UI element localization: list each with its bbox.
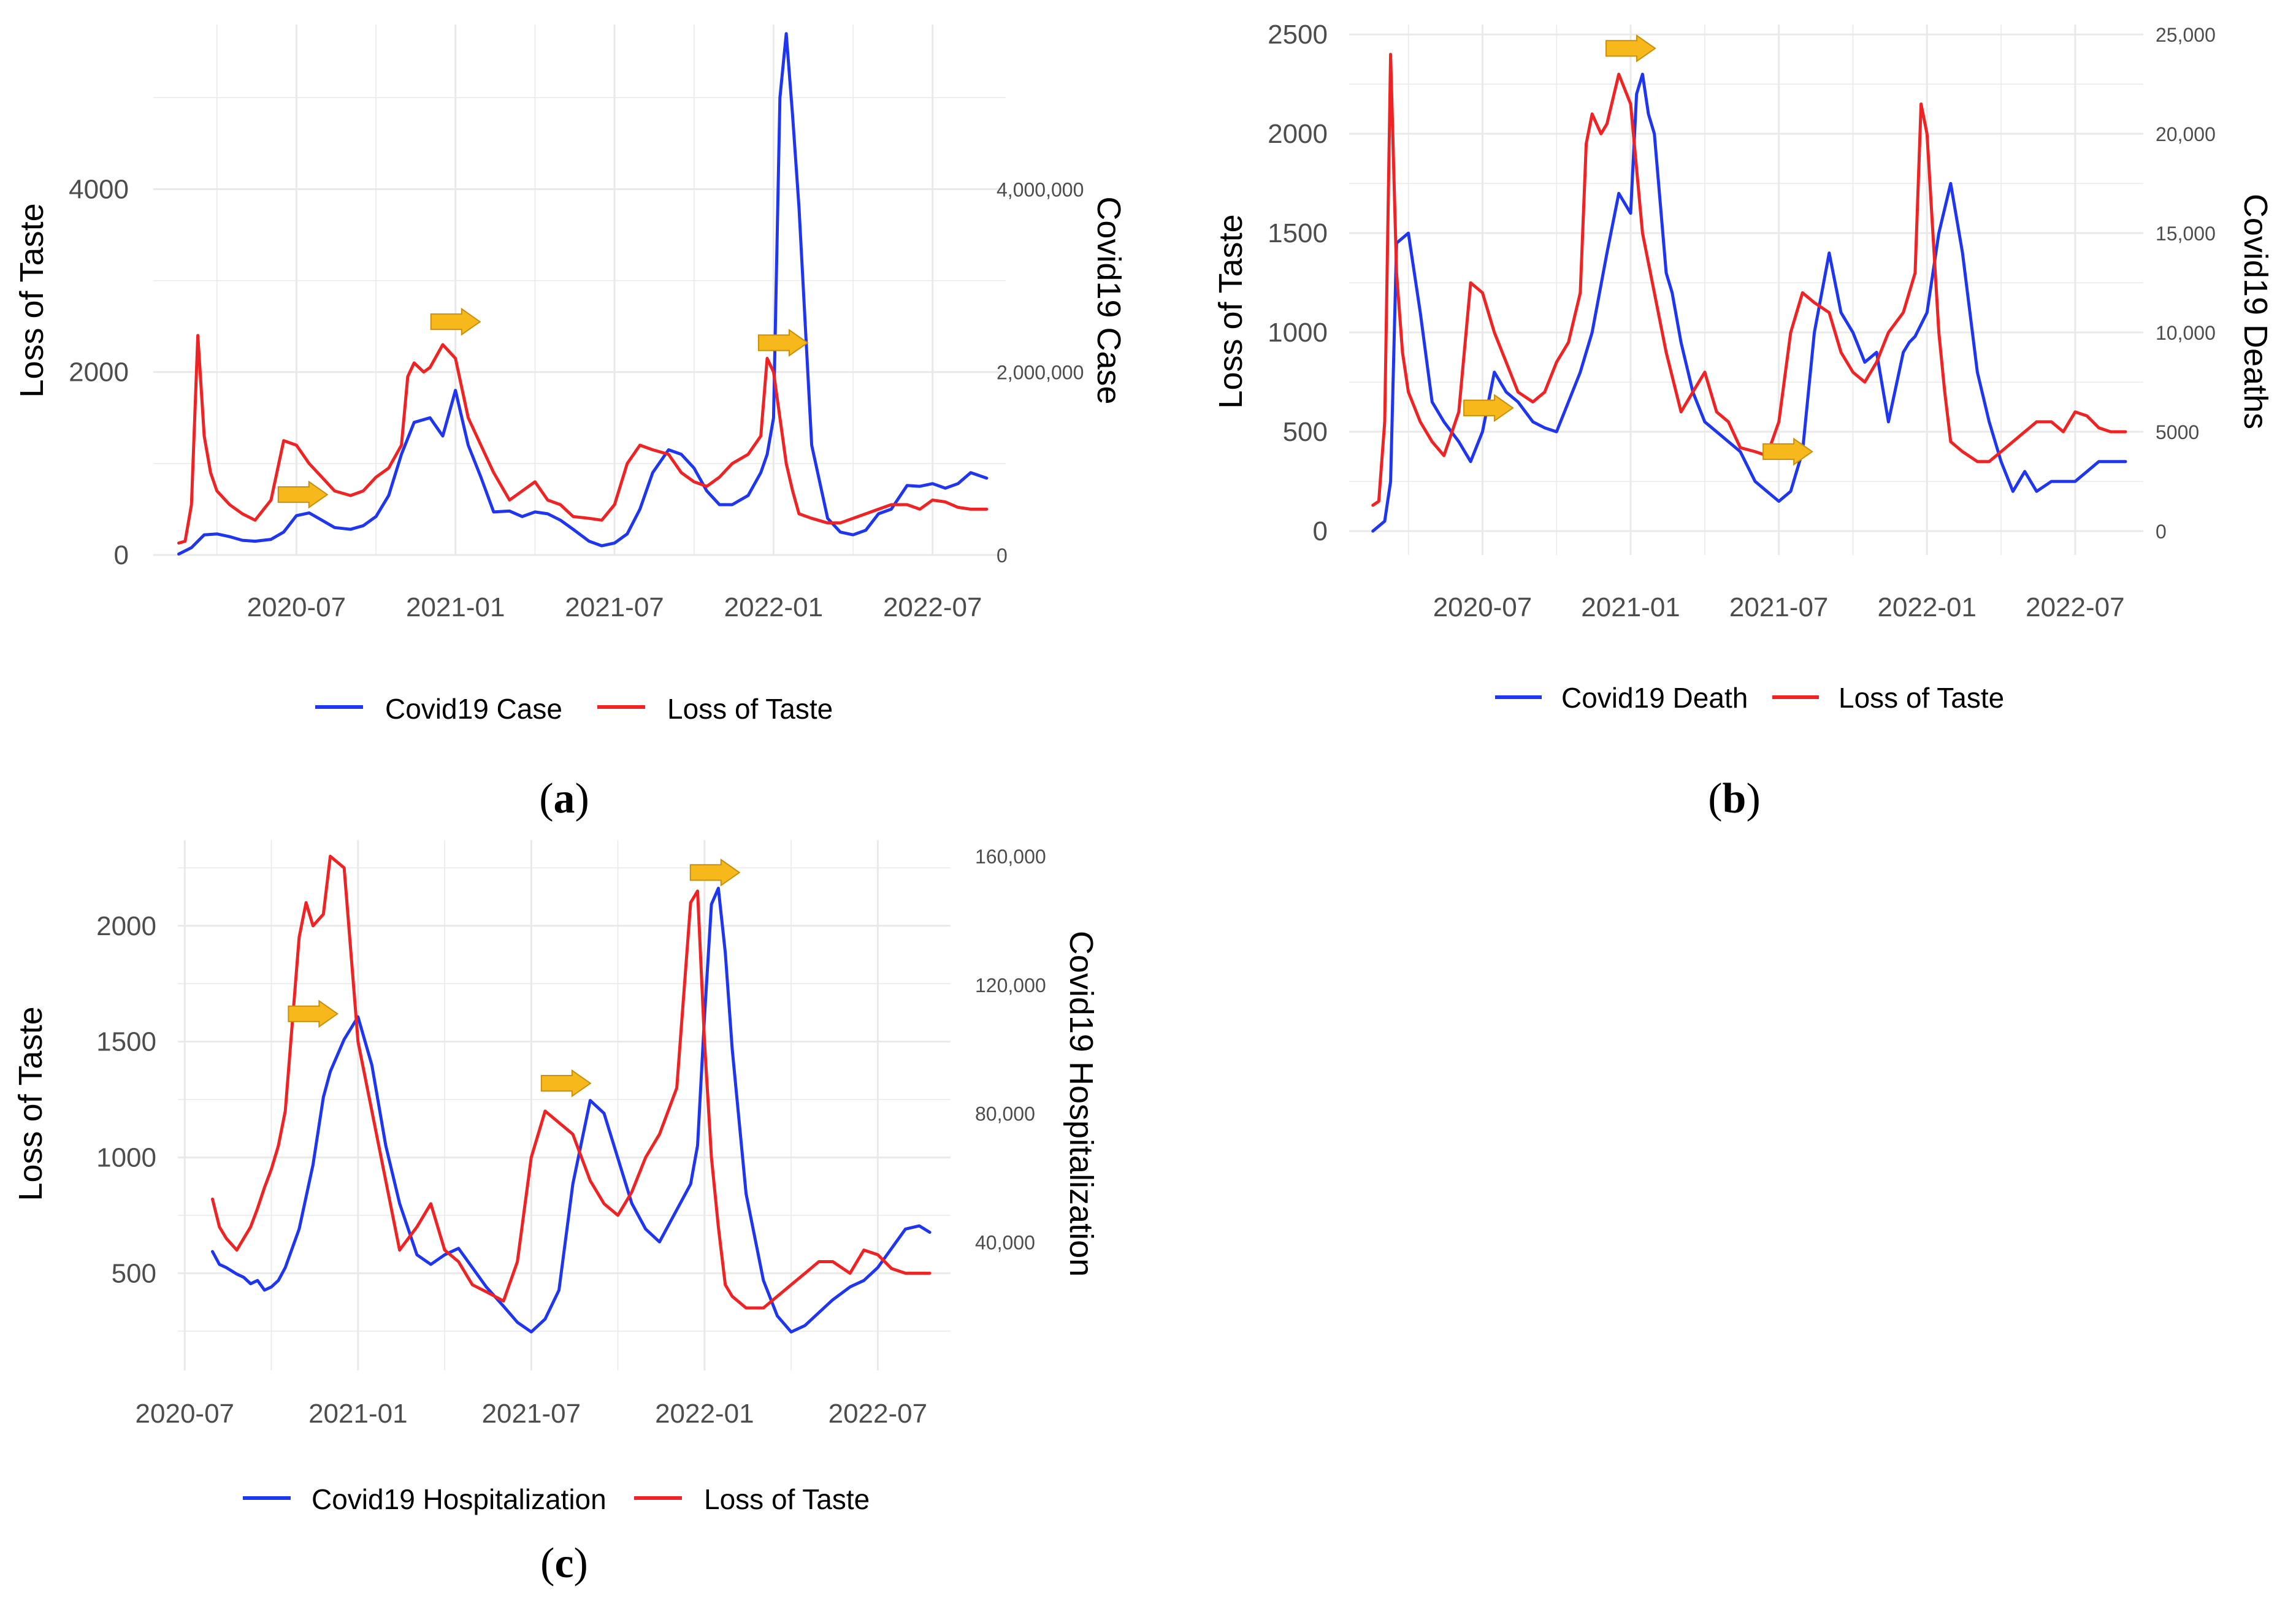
panel-b-x-tick-label: 2021-07 (1729, 592, 1828, 622)
panel-c-y2-axis-title: Covid19 Hospitalization (1063, 931, 1100, 1277)
panel-c-series (211, 854, 932, 1334)
panel-a-highlight-arrow-icon (757, 329, 809, 357)
panel-c-highlight-arrow-icon (540, 1069, 592, 1098)
panel-c-x-tick-label: 2020-07 (136, 1399, 234, 1429)
panel-c-x-tick-label: 2022-07 (828, 1399, 927, 1429)
panel-b-highlight-arrow-icon (1463, 394, 1514, 422)
panel-a-label-letter: a (554, 775, 575, 822)
panel-a-y-tick-label: 2000 (69, 357, 129, 388)
panel-a-x-tick-label: 2021-07 (565, 592, 664, 622)
panel-b-x-ticks: 2020-07 2021-01 2021-07 2022-01 2022-07 (1433, 592, 2125, 622)
panel-a-series-covid19-case (177, 32, 989, 556)
panel-c-y-ticks: 500 1000 1500 2000 (96, 911, 156, 1289)
panel-a-series (177, 32, 989, 556)
panel-c-legend: Covid19 Hospitalization Loss of Taste (243, 1483, 870, 1515)
panel-c-y-tick-label: 1000 (96, 1142, 156, 1172)
panel-b-y-ticks: 0 500 1000 1500 2000 2500 (1268, 20, 1328, 546)
panel-c-y2-tick-label: 160,000 (975, 846, 1046, 868)
panel-b-x-tick-label: 2022-07 (2026, 592, 2124, 622)
panel-b-y-tick-label: 2000 (1268, 119, 1328, 149)
panel-b-y-tick-label: 1500 (1268, 218, 1328, 248)
panel-b-y2-tick-label: 15,000 (2156, 223, 2216, 245)
panel-b: 2020-07 2021-01 2021-07 2022-01 2022-07 0 500… (1212, 20, 2274, 822)
panel-a-y2-tick-label: 0 (997, 545, 1008, 567)
panel-b-x-tick-label: 2021-01 (1581, 592, 1680, 622)
panel-b-y2-tick-label: 10,000 (2156, 322, 2216, 344)
panel-a-y2-tick-label: 2,000,000 (997, 362, 1084, 384)
panel-b-legend-label-covid: Covid19 Death (1561, 682, 1748, 714)
panel-b-label-letter: b (1723, 775, 1747, 822)
panel-b-y2-axis-title: Covid19 Deaths (2237, 194, 2274, 429)
panel-c-y2-ticks: 40,000 80,000 120,000 160,000 (975, 846, 1046, 1253)
panel-c-series-loss-of-taste (211, 854, 932, 1310)
panel-b-y-tick-label: 1000 (1268, 318, 1328, 348)
panel-b-y2-tick-label: 20,000 (2156, 123, 2216, 145)
panel-c-legend-label-taste: Loss of Taste (704, 1483, 870, 1515)
panel-b-y2-tick-label: 0 (2156, 521, 2167, 543)
panel-b-arrows (1463, 34, 1813, 466)
panel-c-grid (178, 840, 951, 1371)
panel-b-series-loss-of-taste (1371, 53, 2127, 507)
panel-b-y2-ticks: 0 5000 10,000 15,000 20,000 25,000 (2156, 24, 2216, 543)
panel-a-arrows (277, 307, 809, 509)
panel-a-x-tick-label: 2022-07 (883, 592, 982, 622)
panel-a-y-tick-label: 4000 (69, 174, 129, 204)
panel-c-y2-tick-label: 120,000 (975, 974, 1046, 996)
panel-c-legend-label-covid: Covid19 Hospitalization (312, 1483, 607, 1515)
panel-a-legend: Covid19 Case Loss of Taste (315, 693, 833, 725)
panel-a-highlight-arrow-icon (430, 307, 481, 336)
panel-b-y2-tick-label: 5000 (2156, 421, 2199, 443)
panel-c-y-tick-label: 500 (112, 1258, 156, 1288)
panel-b-highlight-arrow-icon (1605, 34, 1656, 63)
panel-c-arrows (288, 858, 741, 1098)
panel-c-x-tick-label: 2021-07 (482, 1399, 581, 1429)
panel-c-label: (c) (540, 1540, 588, 1587)
panel-a-legend-label-covid: Covid19 Case (385, 693, 562, 725)
panel-a: 2020-07 2021-01 2021-07 2022-01 2022-07 0 200… (13, 25, 1127, 822)
panel-b-x-tick-label: 2020-07 (1433, 592, 1532, 622)
panel-b-series-covid19-death (1371, 72, 2127, 533)
panel-c-series-covid19-hospitalization (211, 887, 932, 1334)
panel-a-x-tick-label: 2020-07 (247, 592, 346, 622)
panel-b-x-tick-label: 2022-01 (1878, 592, 1976, 622)
panel-b-legend-label-taste: Loss of Taste (1839, 682, 2004, 714)
panel-b-y-tick-label: 2500 (1268, 20, 1328, 50)
panel-c-highlight-arrow-icon (689, 858, 741, 887)
panel-b-series (1371, 53, 2127, 533)
panel-a-label: (a) (539, 775, 589, 822)
panel-c-y-tick-label: 2000 (96, 911, 156, 941)
panel-a-series-loss-of-taste (177, 334, 989, 545)
panel-a-y-ticks: 0 2000 4000 (69, 174, 129, 570)
panel-b-y-axis-title: Loss of Taste (1212, 214, 1249, 408)
panel-b-y-tick-label: 0 (1313, 516, 1328, 546)
panel-c-label-letter: c (554, 1540, 573, 1587)
panel-a-y-tick-label: 0 (114, 540, 129, 570)
panel-a-y2-axis-title: Covid19 Case (1090, 196, 1127, 404)
panel-a-legend-label-taste: Loss of Taste (667, 693, 833, 725)
panel-b-y2-tick-label: 25,000 (2156, 24, 2216, 46)
panel-a-x-tick-label: 2022-01 (724, 592, 823, 622)
panel-b-y-tick-label: 500 (1283, 417, 1328, 447)
panel-c: 2020-07 2021-01 2021-07 2022-01 2022-07 500 1… (12, 840, 1100, 1587)
panel-b-label: (b) (1708, 775, 1761, 822)
panel-c-y-tick-label: 1500 (96, 1027, 156, 1057)
panel-c-y2-tick-label: 80,000 (975, 1103, 1035, 1125)
panel-c-x-tick-label: 2021-01 (308, 1399, 407, 1429)
panel-a-highlight-arrow-icon (277, 480, 329, 509)
panel-a-y2-tick-label: 4,000,000 (997, 178, 1084, 201)
panel-a-y2-ticks: 0 2,000,000 4,000,000 (997, 178, 1084, 567)
panel-a-grid (153, 25, 1006, 556)
panel-a-y-axis-title: Loss of Taste (13, 203, 50, 397)
panel-c-highlight-arrow-icon (288, 1000, 339, 1028)
panel-c-y2-tick-label: 40,000 (975, 1231, 1035, 1253)
panel-c-x-ticks: 2020-07 2021-01 2021-07 2022-01 2022-07 (136, 1399, 928, 1429)
panel-b-highlight-arrow-icon (1762, 437, 1813, 466)
panel-b-legend: Covid19 Death Loss of Taste (1495, 682, 2004, 714)
panel-a-x-tick-label: 2021-01 (406, 592, 505, 622)
panel-a-x-ticks: 2020-07 2021-01 2021-07 2022-01 2022-07 (247, 592, 982, 622)
panel-c-y-axis-title: Loss of Taste (12, 1006, 49, 1201)
panel-c-x-tick-label: 2022-01 (655, 1399, 754, 1429)
